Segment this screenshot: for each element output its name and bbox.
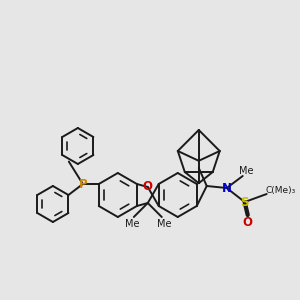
Text: O: O bbox=[143, 181, 153, 194]
Text: O: O bbox=[243, 215, 253, 229]
Text: Me: Me bbox=[239, 166, 254, 176]
Text: N: N bbox=[222, 182, 232, 194]
Text: C(Me)₃: C(Me)₃ bbox=[266, 185, 296, 194]
Text: Me: Me bbox=[124, 219, 139, 229]
Text: S: S bbox=[240, 196, 249, 208]
Text: Me: Me bbox=[157, 219, 171, 229]
Text: P: P bbox=[79, 178, 87, 190]
